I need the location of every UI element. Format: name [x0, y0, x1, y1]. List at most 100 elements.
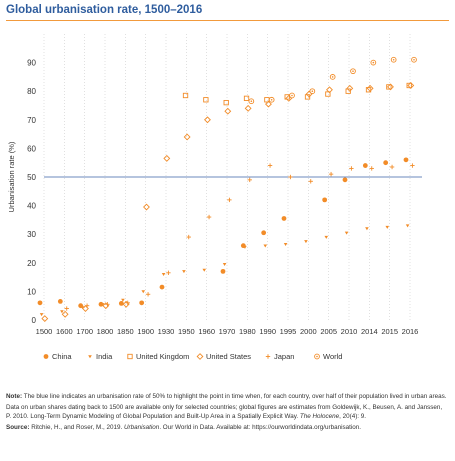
- note-label: Note:: [6, 393, 23, 400]
- point-china-15: [403, 157, 409, 163]
- source-text-1: Ritchie, H., and Roser, M., 2019.: [31, 423, 123, 431]
- legend-label-world: World: [323, 352, 342, 361]
- point-india-16: [365, 227, 369, 231]
- source-text-2: . Our World in Data. Available at: https…: [159, 423, 362, 431]
- point-india-9: [222, 263, 227, 267]
- title-divider: [6, 20, 449, 21]
- point-japan-0: [64, 306, 69, 311]
- point-japan-13: [328, 171, 334, 177]
- point-world-0: [248, 98, 255, 105]
- legend-marker-united-states: [196, 353, 204, 360]
- point-japan-9: [247, 177, 252, 183]
- point-united-states-7: [183, 133, 191, 141]
- point-world-6: [370, 59, 377, 66]
- point-japan-1: [84, 303, 90, 308]
- point-china-12: [342, 177, 348, 183]
- y-tick-label: 0: [32, 316, 37, 325]
- point-india-12: [283, 243, 288, 247]
- point-china-6: [159, 284, 165, 290]
- point-united-states-13: [305, 90, 313, 98]
- point-china-0: [37, 300, 43, 306]
- point-india-11: [263, 244, 268, 248]
- point-united-states-1: [61, 310, 69, 318]
- point-india-5: [141, 290, 146, 294]
- x-tick-label-2000: 2000: [300, 327, 317, 336]
- legend-marker-japan: [265, 354, 271, 359]
- note-text: The blue line indicates an urbanisation …: [23, 393, 447, 400]
- urbanisation-chart: 0 10 20 30 40 50 60 70 80 90 1500 1600 1700 1800 1850…: [7, 34, 422, 361]
- y-tick-label: 20: [27, 259, 36, 268]
- x-tick-label-1990: 1990: [259, 327, 276, 336]
- point-world-8: [411, 56, 417, 63]
- point-united-states-16: [366, 84, 374, 92]
- point-united-states-0: [41, 315, 49, 323]
- y-axis-label: Urbanisation rate (%): [7, 141, 16, 212]
- point-china-4: [118, 301, 124, 306]
- y-tick-label: 60: [27, 144, 36, 153]
- y-tick-label: 10: [27, 287, 36, 296]
- x-axis-ticks: 1500 1600 1700 1800 1850 1900 1930 1950 1960 1970…: [36, 327, 419, 336]
- point-united-kingdom-2: [223, 99, 229, 106]
- point-china-9: [261, 230, 267, 236]
- point-world-4: [329, 74, 336, 80]
- point-india-3: [100, 303, 105, 307]
- point-japan-4: [145, 292, 151, 297]
- point-china-14: [383, 160, 389, 166]
- x-tick-label-1970: 1970: [219, 327, 236, 336]
- point-japan-3: [125, 300, 130, 306]
- source-title: Urbanisation: [123, 423, 160, 431]
- point-japan-14: [349, 166, 354, 171]
- x-tick-label-1700: 1700: [76, 327, 93, 336]
- point-india-14: [324, 235, 329, 239]
- notes-section: Note: The blue line indicates an urbanis…: [6, 393, 449, 435]
- x-tick-label-1960: 1960: [198, 327, 215, 336]
- x-tick-label-1800: 1800: [97, 327, 114, 336]
- point-united-states-17: [387, 83, 394, 91]
- x-tick-label-1600: 1600: [56, 327, 73, 336]
- point-united-states-15: [346, 84, 354, 92]
- point-united-kingdom-1: [203, 97, 209, 103]
- point-united-states-6: [163, 154, 171, 162]
- point-world-2: [289, 92, 295, 99]
- point-japan-17: [410, 163, 415, 168]
- point-world-5: [350, 68, 356, 75]
- data-text-2: , 20(4): 9.: [339, 412, 367, 420]
- point-india-15: [344, 231, 349, 235]
- point-india-2: [80, 305, 85, 309]
- point-india-10: [243, 245, 247, 249]
- legend-label-united-kingdom: United Kingdom: [136, 352, 189, 361]
- x-tick-label-2014: 2014: [361, 327, 378, 336]
- legend-label-japan: Japan: [274, 352, 294, 361]
- y-tick-label: 80: [27, 87, 36, 96]
- point-united-kingdom-0: [182, 92, 189, 99]
- point-japan-6: [186, 234, 191, 240]
- point-china-10: [281, 216, 287, 221]
- point-united-states-12: [285, 94, 293, 102]
- y-tick-label: 50: [27, 173, 36, 182]
- legend-marker-india: [88, 355, 92, 359]
- point-united-states-8: [204, 116, 211, 124]
- point-india-4: [121, 298, 125, 302]
- legend-marker-world: [314, 353, 320, 360]
- x-tick-label-1980: 1980: [239, 327, 256, 336]
- x-tick-label-1500: 1500: [36, 327, 53, 336]
- data-text-1: Data on urban shares dating back to 1500…: [6, 404, 443, 420]
- point-japan-11: [288, 174, 293, 180]
- point-india-6: [161, 273, 166, 277]
- chart-title: Global urbanisation rate, 1500–2016: [6, 4, 203, 16]
- legend-label-china: China: [52, 352, 72, 361]
- point-india-1: [60, 310, 64, 314]
- point-united-kingdom-10: [386, 84, 392, 90]
- data-journal: The Holocene: [299, 412, 340, 420]
- point-china-7: [220, 268, 226, 274]
- point-china-11: [322, 197, 328, 203]
- point-india-18: [405, 224, 410, 228]
- legend-marker-china: [43, 354, 49, 359]
- source-paragraph: Source: Ritchie, H., and Roser, M., 2019…: [6, 424, 449, 432]
- point-japan-12: [308, 179, 313, 184]
- point-united-kingdom-11: [406, 82, 412, 89]
- y-tick-label: 90: [27, 59, 36, 68]
- point-united-kingdom-3: [243, 95, 250, 102]
- point-india-0: [39, 313, 44, 317]
- point-united-states-11: [265, 100, 272, 108]
